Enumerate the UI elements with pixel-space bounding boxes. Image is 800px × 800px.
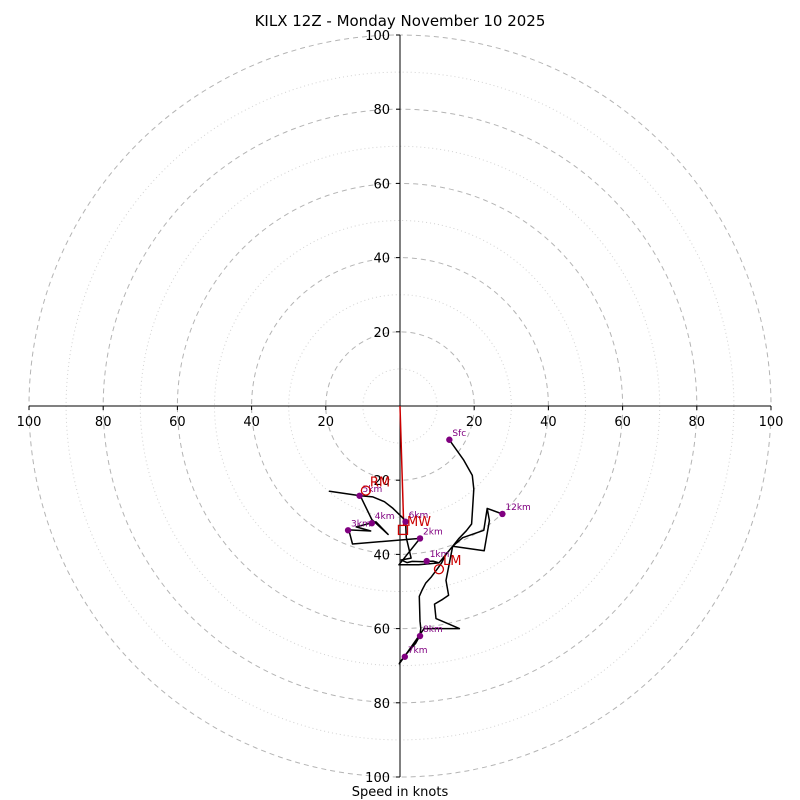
x-axis-label: Speed in knots <box>352 785 449 800</box>
height-point-marker <box>402 518 409 525</box>
storm-motion-marker <box>397 524 409 536</box>
height-point-label: 5km <box>363 485 383 495</box>
hodograph-trace <box>328 439 504 665</box>
storm-motion-marker <box>360 485 372 496</box>
height-point-marker <box>499 510 506 518</box>
height-point-label: 3km <box>351 519 371 529</box>
hodograph-trace-group <box>328 439 504 665</box>
storm-motion-label: MW <box>407 515 431 530</box>
storm-motion-label: LM <box>443 554 461 569</box>
height-point-marker <box>368 520 376 527</box>
height-point-marker <box>344 527 352 534</box>
height-point-label: 2km <box>423 527 443 537</box>
height-point-label: 8km <box>423 625 443 635</box>
height-point-marker <box>416 632 424 640</box>
tick-label: 40 <box>373 548 390 563</box>
tick-label: 60 <box>373 623 390 638</box>
tick-label: 20 <box>318 415 335 430</box>
tick-label: 100 <box>365 29 390 44</box>
height-point-label: 4km <box>375 512 395 522</box>
tick-label: 100 <box>365 771 390 786</box>
tick-label: 80 <box>95 415 112 430</box>
tick-label: 80 <box>689 415 706 430</box>
tick-label: 80 <box>373 103 390 118</box>
tick-label: 100 <box>759 415 784 430</box>
height-point-label: Sfc <box>452 429 466 439</box>
height-point-marker <box>416 535 424 542</box>
height-point-marker <box>401 653 409 660</box>
storm-motion-group: RM LM MW <box>360 476 461 575</box>
tick-label: 60 <box>169 415 186 430</box>
tick-label: 20 <box>466 415 483 430</box>
tick-label: 60 <box>373 177 390 192</box>
tick-label: 40 <box>243 415 260 430</box>
tick-label: 100 <box>17 415 42 430</box>
height-point-label: 6km <box>409 511 429 521</box>
height-point-label: 7km <box>408 646 428 656</box>
storm-motion-marker <box>433 564 445 575</box>
tick-label: 60 <box>614 415 631 430</box>
tick-label: 40 <box>540 415 557 430</box>
height-point-marker <box>446 436 453 443</box>
chart-title: KILX 12Z - Monday November 10 2025 <box>255 12 546 30</box>
shear-vector <box>399 405 405 526</box>
tick-label: 40 <box>373 252 390 267</box>
axis-tick-labels: 20 20 20 20 40 40 40 40 60 60 60 60 80 80 80 80 100 100 10… <box>17 29 784 786</box>
tick-label: 80 <box>373 697 390 712</box>
height-point-label: 12km <box>505 503 530 513</box>
tick-label: 20 <box>373 326 390 341</box>
height-points-group: Sfc 1km 2km 3km 4km 5km 6km 7km 8km 12km <box>344 429 531 660</box>
tick-label: 20 <box>373 474 390 489</box>
height-point-label: 1km <box>430 550 450 560</box>
storm-motion-label: RM <box>370 476 390 491</box>
shear-vector-group <box>399 405 405 526</box>
height-point-marker <box>356 492 363 499</box>
height-point-marker <box>423 557 430 565</box>
